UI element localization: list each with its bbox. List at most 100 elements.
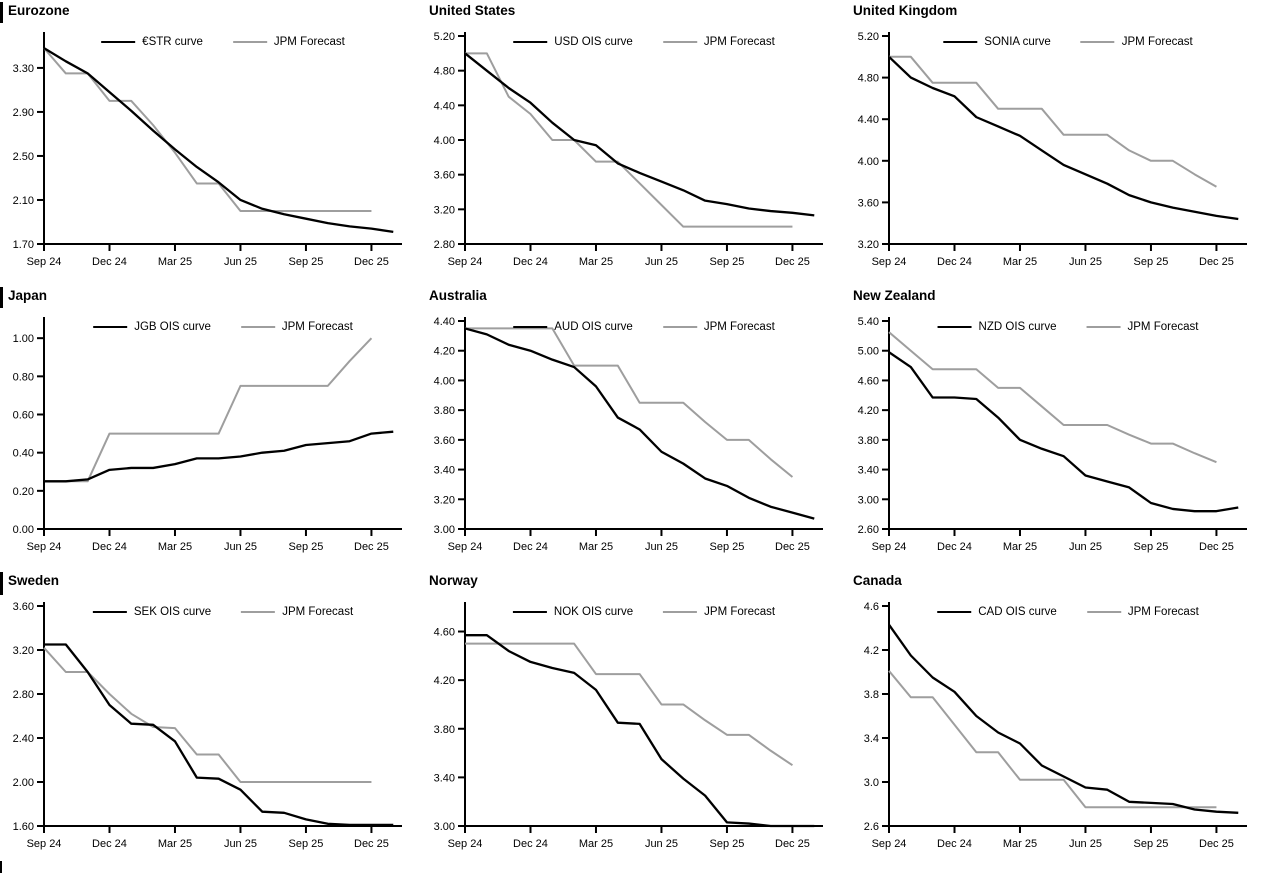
page-edge-mark: [0, 2, 3, 23]
svg-text:4.80: 4.80: [434, 66, 455, 78]
svg-text:3.20: 3.20: [13, 645, 34, 657]
svg-text:4.20: 4.20: [434, 675, 455, 687]
svg-text:2.6: 2.6: [864, 821, 879, 833]
chart-panel-japan: Japan JGB OIS curve JPM Forecast 0.00 0.2…: [0, 285, 420, 570]
svg-text:3.8: 3.8: [864, 689, 879, 701]
forecast-legend-label: JPM Forecast: [281, 321, 353, 333]
forecast-line-swatch: [663, 611, 698, 613]
svg-text:Jun 25: Jun 25: [224, 838, 257, 850]
ois-legend-label: €STR curve: [142, 36, 203, 48]
svg-text:2.80: 2.80: [13, 689, 34, 701]
svg-text:Dec 24: Dec 24: [937, 838, 972, 850]
svg-text:Mar 25: Mar 25: [158, 838, 192, 850]
svg-text:3.30: 3.30: [13, 63, 34, 75]
ois-legend-label: JGB OIS curve: [134, 321, 211, 333]
ois-line-swatch: [512, 611, 547, 613]
chart-canvas: 3.20 3.60 4.00 4.40 4.80 5.20 Sep 24 Dec 24 Mar …: [858, 31, 1247, 268]
svg-text:Sep 24: Sep 24: [872, 541, 907, 553]
chart-legend: JGB OIS curve JPM Forecast: [93, 321, 353, 333]
ois-line-swatch: [93, 326, 128, 328]
svg-text:Mar 25: Mar 25: [1003, 541, 1037, 553]
svg-text:Jun 25: Jun 25: [224, 541, 257, 553]
svg-text:Mar 25: Mar 25: [158, 256, 192, 268]
svg-text:1.60: 1.60: [13, 821, 34, 833]
forecast-line-swatch: [232, 41, 267, 43]
svg-text:Sep 25: Sep 25: [289, 256, 324, 268]
ois-line-swatch: [943, 41, 978, 43]
svg-text:Dec 24: Dec 24: [92, 256, 127, 268]
svg-text:3.00: 3.00: [434, 524, 455, 536]
svg-text:0.60: 0.60: [13, 410, 34, 422]
svg-text:3.00: 3.00: [858, 494, 879, 506]
svg-text:Sep 24: Sep 24: [27, 256, 62, 268]
svg-text:2.10: 2.10: [13, 195, 34, 207]
svg-text:Jun 25: Jun 25: [645, 256, 678, 268]
svg-text:Dec 24: Dec 24: [513, 838, 548, 850]
svg-text:4.00: 4.00: [434, 135, 455, 147]
chart-legend: NZD OIS curve JPM Forecast: [937, 321, 1199, 333]
svg-text:0.80: 0.80: [13, 371, 34, 383]
svg-text:Dec 25: Dec 25: [1199, 838, 1234, 850]
chart-canvas: 0.00 0.20 0.40 0.60 0.80 1.00 Sep 24 Dec 24 Mar …: [13, 317, 402, 553]
svg-text:1.00: 1.00: [13, 333, 34, 345]
chart-title: United States: [429, 3, 516, 18]
svg-text:5.00: 5.00: [858, 346, 879, 358]
svg-text:5.20: 5.20: [858, 31, 879, 43]
ois-legend-label: AUD OIS curve: [554, 321, 633, 333]
svg-text:2.60: 2.60: [858, 524, 879, 536]
page-edge-mark: [0, 861, 2, 873]
chart-title: Norway: [429, 573, 478, 588]
forecast-line-swatch: [1086, 326, 1121, 328]
svg-text:Dec 25: Dec 25: [1199, 256, 1234, 268]
ois-line-swatch: [101, 41, 136, 43]
forecast-line-swatch: [241, 611, 276, 613]
svg-text:4.60: 4.60: [434, 627, 455, 639]
svg-text:4.20: 4.20: [858, 405, 879, 417]
svg-text:4.00: 4.00: [858, 156, 879, 168]
svg-text:3.60: 3.60: [13, 601, 34, 613]
svg-text:Mar 25: Mar 25: [158, 541, 192, 553]
svg-text:Dec 24: Dec 24: [92, 541, 127, 553]
svg-text:Jun 25: Jun 25: [645, 541, 678, 553]
svg-text:Sep 25: Sep 25: [289, 838, 324, 850]
svg-text:5.40: 5.40: [858, 316, 879, 328]
chart-title: Canada: [853, 573, 902, 588]
forecast-legend-label: JPM Forecast: [704, 606, 776, 618]
svg-text:3.0: 3.0: [864, 777, 879, 789]
svg-text:Sep 25: Sep 25: [289, 541, 324, 553]
svg-text:Mar 25: Mar 25: [579, 541, 613, 553]
chart-title: United Kingdom: [853, 3, 958, 18]
chart-title: Sweden: [8, 573, 60, 588]
chart-panel-norway: Norway NOK OIS curve JPM Forecast 3.00 3.…: [421, 570, 841, 873]
svg-text:3.40: 3.40: [434, 465, 455, 477]
chart-canvas: 3.00 3.40 3.80 4.20 4.60 Sep 24 Dec 24 Mar 25 Ju…: [434, 602, 823, 850]
chart-legend: SEK OIS curve JPM Forecast: [92, 606, 353, 618]
chart-title: New Zealand: [853, 288, 936, 303]
chart-legend: NOK OIS curve JPM Forecast: [512, 606, 776, 618]
chart-panel-sweden: Sweden SEK OIS curve JPM Forecast 1.60 2.…: [0, 570, 420, 873]
svg-text:Dec 24: Dec 24: [937, 256, 972, 268]
svg-text:3.60: 3.60: [434, 435, 455, 447]
svg-text:4.00: 4.00: [434, 375, 455, 387]
ois-legend-label: CAD OIS curve: [978, 606, 1057, 618]
forecast-line-swatch: [1086, 611, 1121, 613]
forecast-legend-label: JPM Forecast: [1127, 321, 1199, 333]
chart-canvas: 2.60 3.00 3.40 3.80 4.20 4.60 5.00 5.40 Sep 24 De…: [858, 316, 1247, 553]
chart-canvas: 2.6 3.0 3.4 3.8 4.2 4.6 Sep 24 Dec 24 Mar 25 Jun …: [864, 601, 1247, 850]
chart-legend: SONIA curve JPM Forecast: [943, 36, 1193, 48]
svg-text:Jun 25: Jun 25: [645, 838, 678, 850]
svg-text:Mar 25: Mar 25: [1003, 256, 1037, 268]
page-edge-mark: [0, 287, 3, 308]
chart-legend: €STR curve JPM Forecast: [101, 36, 345, 48]
ois-line-swatch: [937, 326, 972, 328]
svg-text:Dec 25: Dec 25: [354, 541, 389, 553]
svg-text:Jun 25: Jun 25: [224, 256, 257, 268]
forecast-legend-label: JPM Forecast: [703, 321, 775, 333]
chart-title: Eurozone: [8, 3, 70, 18]
ois-legend-label: NOK OIS curve: [553, 606, 634, 618]
chart-title: Australia: [429, 288, 487, 303]
svg-text:4.80: 4.80: [858, 73, 879, 85]
svg-text:Sep 25: Sep 25: [710, 256, 745, 268]
svg-text:4.40: 4.40: [858, 114, 879, 126]
